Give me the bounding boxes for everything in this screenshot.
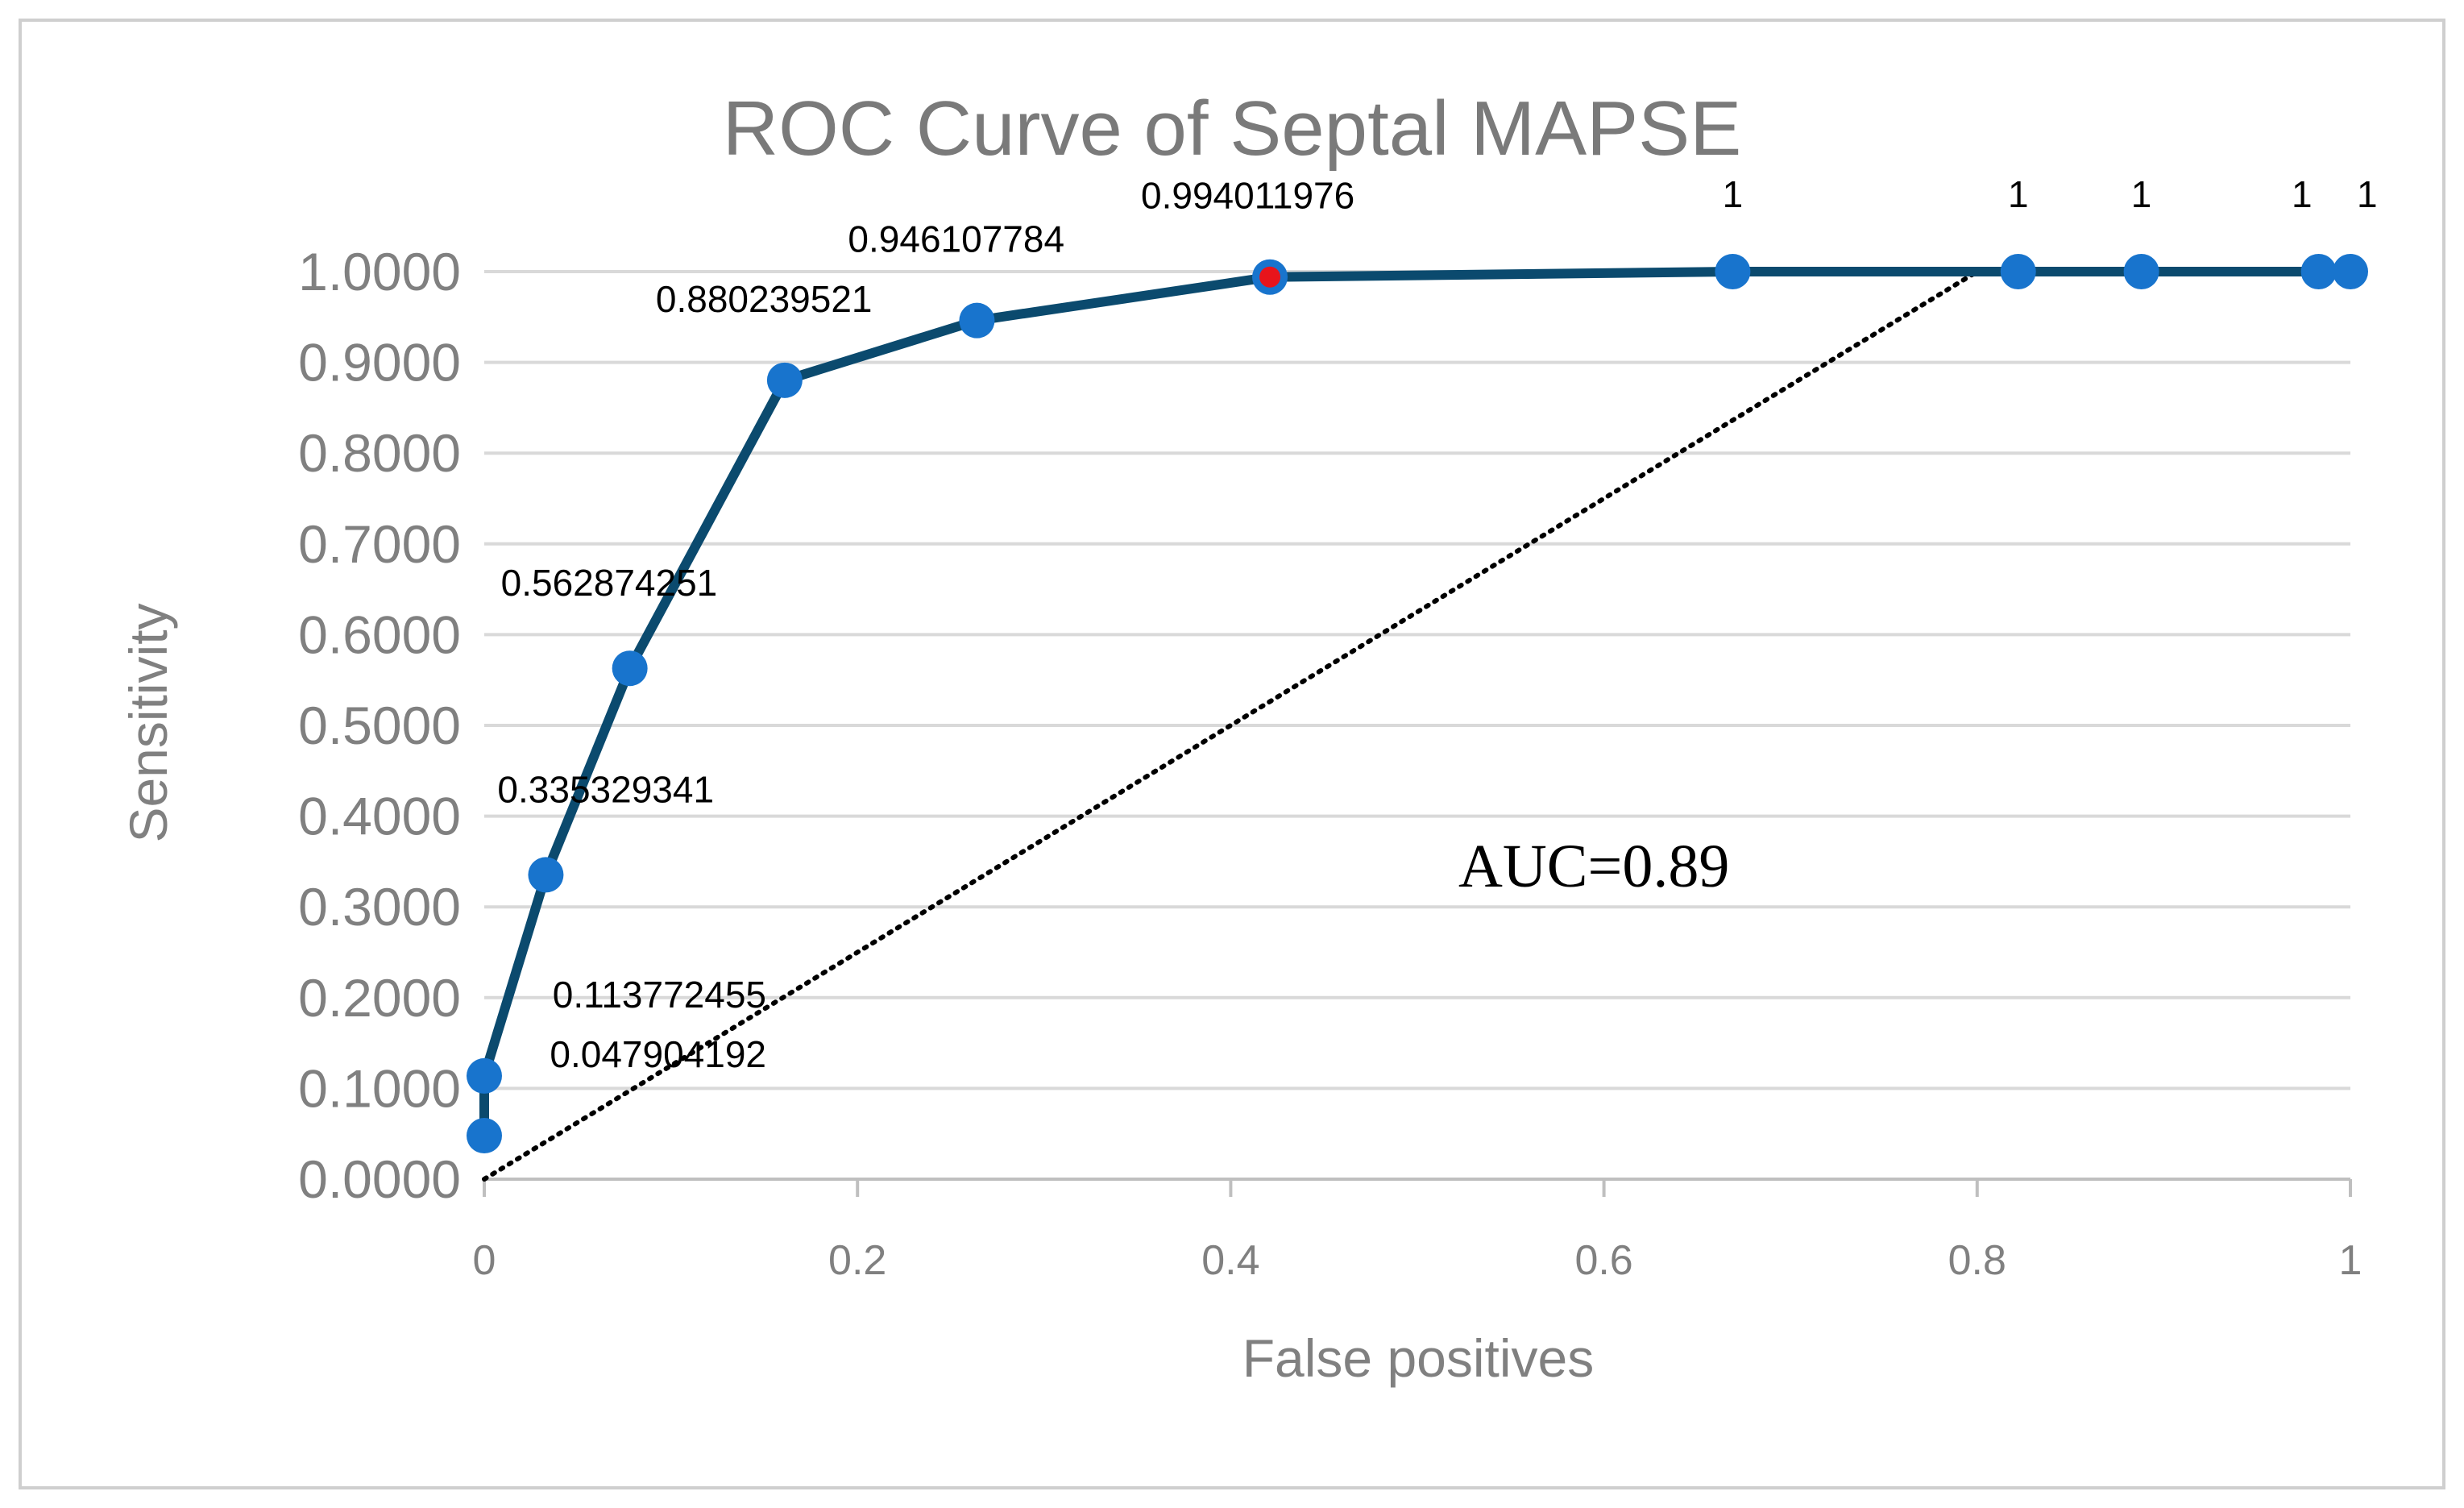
y-tick-label: 1.0000 — [298, 242, 461, 301]
y-axis-title: Sensitivity — [118, 603, 178, 842]
chart-frame — [19, 19, 2445, 1489]
y-tick-label: 0.0000 — [298, 1149, 461, 1209]
data-label: 1 — [2008, 173, 2029, 215]
data-label: 1 — [2292, 173, 2313, 215]
data-point — [467, 1118, 502, 1154]
data-point — [528, 857, 564, 893]
data-point — [467, 1057, 502, 1094]
data-point — [766, 362, 803, 398]
series-layer — [467, 254, 2368, 1154]
data-point — [612, 650, 648, 687]
chart-title: ROC Curve of Septal MAPSE — [723, 85, 1741, 172]
x-axis-title: False positives — [1242, 1328, 1595, 1388]
reference-line-layer — [482, 269, 1980, 1182]
data-label: 0.335329341 — [497, 768, 714, 810]
data-label: 1 — [1723, 173, 1744, 215]
y-tick-label: 0.8000 — [298, 423, 461, 483]
data-label: 1 — [2131, 173, 2152, 215]
y-tick-label: 0.1000 — [298, 1058, 461, 1118]
x-tick-label: 0.4 — [1201, 1237, 1259, 1284]
y-tick-label: 0.6000 — [298, 604, 461, 664]
x-tick-label: 0.2 — [828, 1237, 886, 1284]
x-tick-label: 0.8 — [1948, 1237, 2006, 1284]
x-tick-label: 1 — [2339, 1237, 2362, 1284]
y-tick-label: 0.4000 — [298, 787, 461, 846]
data-point — [2300, 254, 2337, 289]
y-axis: 0.0000 0.1000 0.2000 0.3000 0.4000 0.5000 0.60… — [298, 242, 461, 1209]
data-labels: 0.047904192 0.113772455 0.335329341 0.56287… — [497, 173, 2377, 1075]
y-tick-label: 0.5000 — [298, 696, 461, 755]
data-point — [959, 302, 995, 339]
data-point — [1715, 254, 1751, 289]
series-line — [479, 267, 2350, 1136]
x-axis: 0 0.2 0.4 0.6 0.8 1 — [473, 1178, 2362, 1284]
data-label: 1 — [2357, 173, 2378, 215]
data-point — [2333, 254, 2368, 289]
x-tick-label: 0.6 — [1574, 1237, 1632, 1284]
reference-line — [482, 269, 1980, 1182]
data-label: 0.946107784 — [848, 218, 1064, 260]
auc-annotation: AUC=0.89 — [1458, 833, 1729, 900]
y-tick-label: 0.7000 — [298, 514, 461, 574]
data-label: 0.880239521 — [656, 278, 873, 320]
y-tick-label: 0.3000 — [298, 877, 461, 937]
data-label: 0.047904192 — [550, 1033, 766, 1075]
optimal-cutoff-marker — [1259, 266, 1281, 288]
x-tick-label: 0 — [473, 1237, 496, 1284]
data-label: 0.113772455 — [553, 974, 766, 1016]
y-tick-label: 0.9000 — [298, 333, 461, 393]
data-label: 0.562874251 — [501, 562, 718, 604]
data-label: 0.994011976 — [1141, 175, 1354, 217]
y-tick-label: 0.2000 — [298, 968, 461, 1028]
data-point — [2123, 254, 2159, 289]
data-point — [2000, 254, 2036, 289]
